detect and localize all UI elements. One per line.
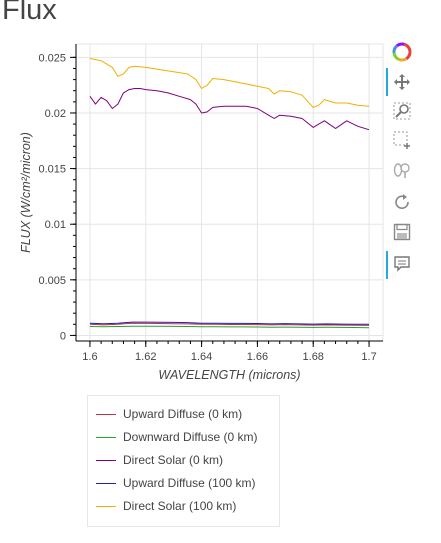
y-axis-label: FLUX (W/cm²/micron) [19, 132, 33, 253]
wheel-zoom-icon[interactable] [392, 160, 412, 180]
logo-icon[interactable] [392, 42, 412, 62]
x-tick-label: 1.64 [191, 351, 212, 363]
y-tick-label: 0.025 [38, 52, 66, 64]
chart-toolbar [386, 40, 416, 290]
y-tick-label: 0.015 [38, 164, 66, 176]
legend-label: Upward Diffuse (0 km) [123, 407, 243, 421]
legend-swatch [96, 459, 116, 461]
box-select-icon[interactable] [392, 130, 412, 150]
legend-item-direct-solar-100km[interactable]: Direct Solar (100 km) [96, 496, 236, 516]
series-line-upward-diffuse-0-km[interactable] [89, 322, 370, 326]
y-tick-label: 0.01 [45, 219, 66, 231]
save-icon[interactable] [392, 222, 412, 242]
x-axis-label: WAVELENGTH (microns) [158, 368, 300, 382]
legend-swatch [96, 413, 116, 415]
y-tick-label: 0.005 [38, 275, 66, 287]
legend-label: Direct Solar (0 km) [123, 453, 224, 467]
legend-label: Direct Solar (100 km) [123, 499, 237, 513]
legend-item-upward-diffuse-100km[interactable]: Upward Diffuse (100 km) [96, 473, 256, 493]
series-line-direct-solar-0-km[interactable] [89, 88, 370, 131]
x-tick-label: 1.66 [247, 351, 268, 363]
legend-label: Downward Diffuse (0 km) [123, 430, 258, 444]
legend-swatch [96, 482, 116, 484]
pan-active-indicator [386, 68, 388, 96]
x-tick-label: 1.68 [303, 351, 324, 363]
chart-legend: Upward Diffuse (0 km) Downward Diffuse (… [87, 395, 280, 527]
plot-area[interactable] [75, 43, 384, 342]
flux-chart[interactable]: 1.6 1.62 1.64 1.66 1.68 1.7 0 0.005 0.01 0.015 0.0… [0, 0, 441, 400]
series-line-direct-solar-100-km[interactable] [89, 58, 370, 108]
legend-item-direct-solar-0km[interactable]: Direct Solar (0 km) [96, 450, 223, 470]
hover-icon[interactable] [392, 254, 412, 274]
y-tick-label: 0 [60, 330, 66, 342]
legend-swatch [96, 505, 116, 507]
legend-label: Upward Diffuse (100 km) [123, 476, 256, 490]
hover-active-indicator [386, 251, 388, 279]
legend-item-downward-diffuse-0km[interactable]: Downward Diffuse (0 km) [96, 427, 257, 447]
box-zoom-icon[interactable] [392, 101, 412, 121]
x-tick-label: 1.6 [82, 351, 97, 363]
pan-icon[interactable] [392, 72, 412, 92]
series-line-upward-diffuse-100-km[interactable] [89, 321, 370, 325]
x-tick-label: 1.7 [361, 351, 376, 363]
legend-item-upward-diffuse-0km[interactable]: Upward Diffuse (0 km) [96, 404, 242, 424]
page-title: Flux [2, 0, 57, 26]
reset-icon[interactable] [392, 192, 412, 212]
x-tick-label: 1.62 [135, 351, 156, 363]
y-tick-label: 0.02 [45, 108, 66, 120]
legend-swatch [96, 436, 116, 438]
series-line-downward-diffuse-0-km[interactable] [89, 325, 370, 329]
